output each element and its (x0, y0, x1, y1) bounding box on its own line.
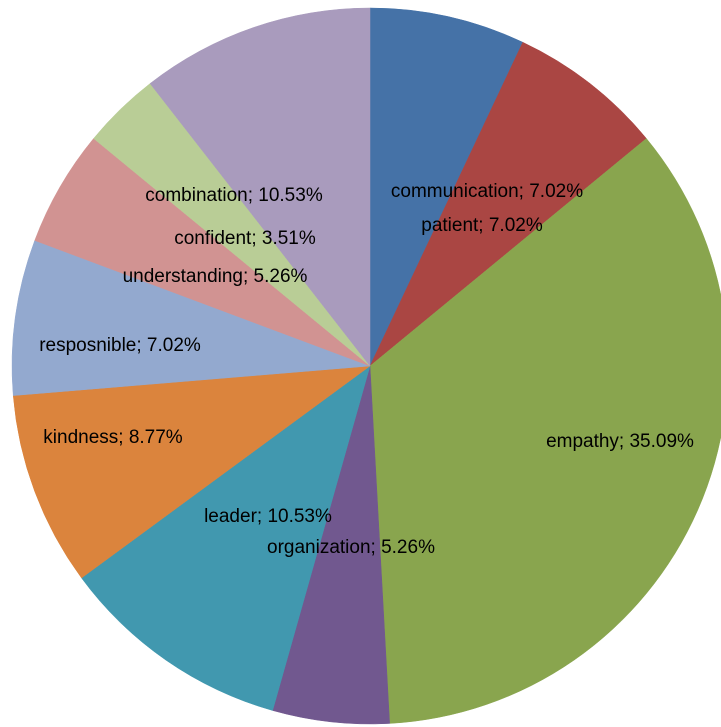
pie-slice (81, 365, 371, 711)
pie-slice (369, 7, 524, 367)
data-label: understanding; 5.26% (123, 266, 308, 287)
data-label: kindness; 8.77% (43, 427, 183, 448)
pie-slice (369, 138, 721, 724)
data-label: patient; 7.02% (421, 215, 543, 236)
pie-slice (11, 240, 371, 396)
data-label: organization; 5.26% (267, 537, 435, 558)
pie-slice (149, 7, 371, 367)
data-label: combination; 10.53% (145, 185, 323, 206)
data-label: communication; 7.02% (391, 181, 583, 202)
data-label: leader; 10.53% (204, 506, 332, 527)
pie-slice (12, 365, 371, 579)
data-label: resposnible; 7.02% (39, 335, 201, 356)
data-label: empathy; 35.09% (546, 431, 694, 452)
pie-slice (369, 41, 647, 367)
data-label: confident; 3.51% (174, 228, 316, 249)
